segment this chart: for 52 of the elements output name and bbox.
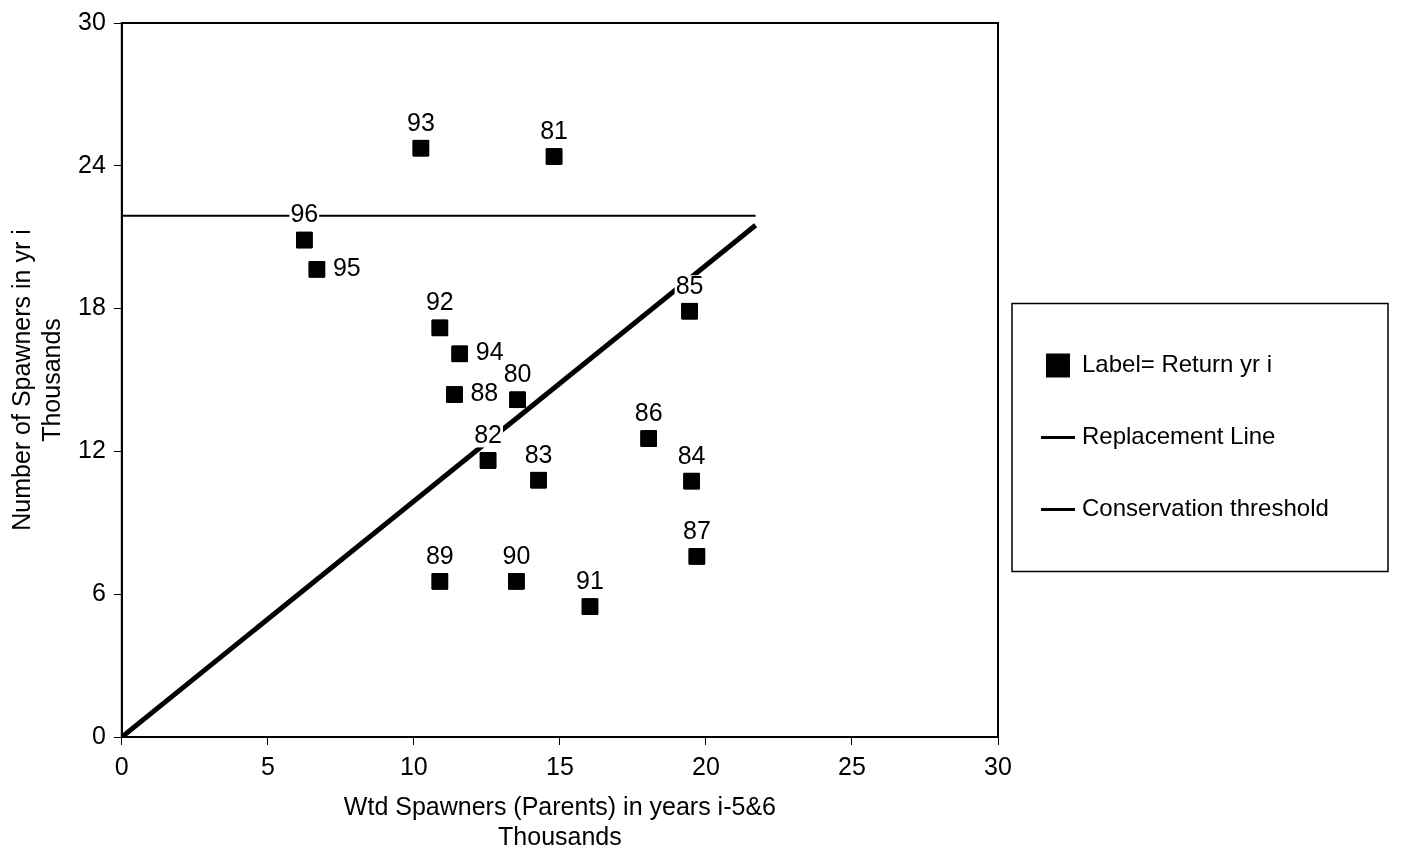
annotation: 91 xyxy=(576,565,604,594)
annotation: 93 xyxy=(406,107,435,136)
point xyxy=(446,386,463,403)
point xyxy=(688,548,706,565)
annotation: 86 xyxy=(634,397,663,426)
y-tick-label: 30 xyxy=(78,6,106,35)
point xyxy=(530,471,547,489)
y-axis-title: Number of Spawners in yr i Thousands xyxy=(6,229,65,531)
point xyxy=(681,302,698,320)
y-tick-label: 24 xyxy=(78,149,106,178)
point xyxy=(683,472,700,490)
annotation: 87 xyxy=(682,515,711,544)
x-tick-label: 25 xyxy=(838,751,866,780)
x-tick-label: 15 xyxy=(546,751,574,780)
annotation: 82 xyxy=(474,419,502,448)
legend-label: Label= Return yr i xyxy=(1082,350,1273,378)
annotation: 89 xyxy=(425,540,454,569)
point xyxy=(581,598,599,615)
x-axis-title: Wtd Spawners (Parents) in years i-5&6 Thousands xyxy=(343,791,776,850)
x-tick-label: 0 xyxy=(114,751,129,780)
legend-label: Conservation threshold xyxy=(1082,494,1329,522)
legend-label: Replacement Line xyxy=(1082,422,1276,450)
point xyxy=(431,573,449,590)
annotation: 84 xyxy=(677,440,706,469)
annotation: 81 xyxy=(540,115,568,144)
point xyxy=(431,319,449,337)
annotation: 88 xyxy=(470,377,499,406)
point xyxy=(508,573,525,590)
point xyxy=(451,345,468,363)
annotation: 92 xyxy=(425,287,454,316)
y-tick-label: 12 xyxy=(78,435,106,464)
annotation: 83 xyxy=(524,439,553,468)
point xyxy=(509,391,526,409)
x-tick-label: 20 xyxy=(692,751,720,780)
annotation: 95 xyxy=(332,252,361,281)
y-tick-label: 18 xyxy=(78,292,106,321)
point xyxy=(545,148,563,165)
point xyxy=(308,261,326,278)
annotation: 90 xyxy=(502,540,531,569)
x-tick-label: 30 xyxy=(984,751,1012,780)
y-tick-label: 0 xyxy=(91,720,106,749)
annotation: 94 xyxy=(475,337,504,366)
x-tick-label: 5 xyxy=(260,751,275,780)
y-tick-label: 6 xyxy=(91,578,106,607)
x-tick-label: 10 xyxy=(399,751,428,780)
annotation: 85 xyxy=(675,270,704,299)
point xyxy=(296,231,313,249)
point xyxy=(412,139,430,157)
point xyxy=(479,452,497,469)
annotation: 80 xyxy=(503,359,532,388)
annotation: 96 xyxy=(290,199,319,228)
point xyxy=(640,430,657,447)
